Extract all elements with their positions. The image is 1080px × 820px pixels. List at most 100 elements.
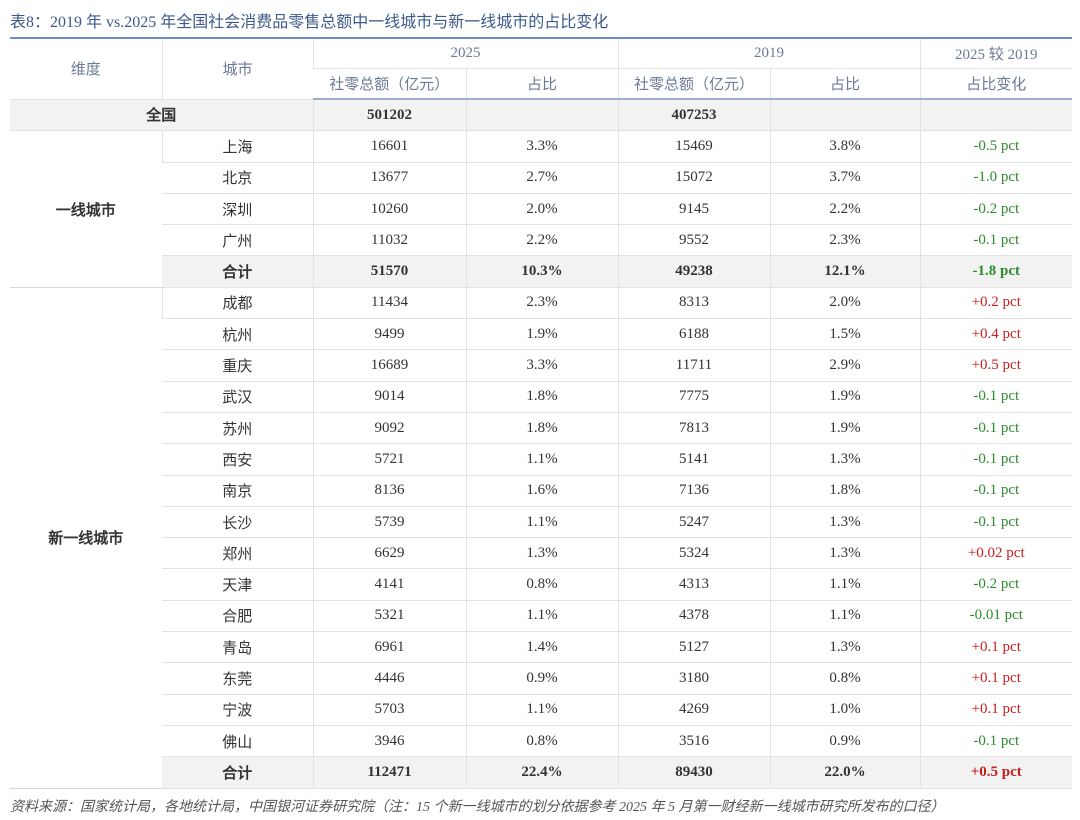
table-cell: 合计 xyxy=(162,756,313,789)
table-cell: 2.3% xyxy=(769,224,920,257)
table-cell: 0.8% xyxy=(769,662,920,695)
table-cell: 49238 xyxy=(617,255,770,288)
table-cell: 苏州 xyxy=(162,412,313,445)
table-cell: 西安 xyxy=(162,443,313,476)
table-cell: +0.02 pct xyxy=(919,537,1072,570)
table-cell: 5703 xyxy=(312,694,466,726)
table-row: 武汉 9014 1.8% 7775 1.9% -0.1 pct xyxy=(10,381,1072,413)
table-cell: 15072 xyxy=(617,162,770,194)
table-cell: 南京 xyxy=(162,475,313,507)
table-cell: 1.9% xyxy=(769,381,920,413)
table-cell: -0.2 pct xyxy=(919,568,1072,601)
table-row: 维度 城市 2025 2019 2025 较 2019 xyxy=(10,38,1072,100)
table-row: 社零总额（亿元） 占比 社零总额（亿元） 占比 占比变化 xyxy=(10,68,1072,100)
table-cell: 16689 xyxy=(312,349,466,382)
table-cell: 2.2% xyxy=(769,193,920,226)
table-cell: 合计 xyxy=(162,255,313,288)
table-cell: 22.4% xyxy=(465,756,618,789)
table-cell: 11032 xyxy=(312,224,466,257)
table-row: 合计 51570 10.3% 49238 12.1% -1.8 pct xyxy=(10,255,1072,288)
table-cell: 2.2% xyxy=(465,224,618,257)
table-cell: 武汉 xyxy=(162,381,313,413)
table-cell: 天津 xyxy=(162,568,313,601)
table-cell: 6961 xyxy=(312,631,466,664)
table-cell: 12.1% xyxy=(769,255,920,288)
table-cell: +0.5 pct xyxy=(919,349,1072,382)
table-cell: 5721 xyxy=(312,443,466,476)
table-cell: 5324 xyxy=(617,537,770,570)
table-cell: 10.3% xyxy=(465,255,618,288)
table-row: 郑州 6629 1.3% 5324 1.3% +0.02 pct xyxy=(10,537,1072,570)
table-row: 苏州 9092 1.8% 7813 1.9% -0.1 pct xyxy=(10,412,1072,445)
table-cell: +0.1 pct xyxy=(919,631,1072,664)
table-row: 重庆 16689 3.3% 11711 2.9% +0.5 pct xyxy=(10,349,1072,382)
table-cell: 合肥 xyxy=(162,600,313,633)
table-cell: 长沙 xyxy=(162,506,313,539)
table-cell: 8313 xyxy=(617,287,770,320)
table-cell: 城市 xyxy=(161,38,313,100)
table-cell: 9499 xyxy=(312,318,466,351)
table-row: 一线城市 上海 16601 3.3% 15469 3.8% -0.5 pct xyxy=(10,130,1072,288)
table-cell: 1.8% xyxy=(465,412,618,445)
table-cell: 8136 xyxy=(312,475,466,507)
table-cell: 1.5% xyxy=(769,318,920,351)
table-cell: -0.2 pct xyxy=(919,193,1072,226)
table-row: 西安 5721 1.1% 5141 1.3% -0.1 pct xyxy=(10,443,1072,476)
table-cell: 3.8% xyxy=(769,130,920,163)
table-cell: 51570 xyxy=(312,255,466,288)
table-cell: 3.3% xyxy=(465,349,618,382)
table-cell: 1.8% xyxy=(769,475,920,507)
table-cell: 2025 xyxy=(312,38,618,69)
table-cell: 112471 xyxy=(312,756,466,789)
table-row: 广州 11032 2.2% 9552 2.3% -0.1 pct xyxy=(10,224,1072,257)
table-row: 青岛 6961 1.4% 5127 1.3% +0.1 pct xyxy=(10,631,1072,664)
table-row: 深圳 10260 2.0% 9145 2.2% -0.2 pct xyxy=(10,193,1072,226)
table-cell: 一线城市 xyxy=(10,130,162,288)
table-cell: 15469 xyxy=(617,130,770,163)
table-cell: 10260 xyxy=(312,193,466,226)
table-cell: 东莞 xyxy=(162,662,313,695)
table-cell: -0.1 pct xyxy=(919,725,1072,758)
table-cell: 郑州 xyxy=(162,537,313,570)
table-cell: 11434 xyxy=(312,287,466,320)
table-cell: 501202 xyxy=(312,99,466,132)
table-cell: -0.5 pct xyxy=(919,130,1072,163)
table-cell: 4269 xyxy=(617,694,770,726)
table-cell: 占比 xyxy=(465,68,618,100)
table-cell: 青岛 xyxy=(162,631,313,664)
table-row: 新一线城市 成都 11434 2.3% 8313 2.0% +0.2 pct xyxy=(10,287,1072,789)
table-row: 宁波 5703 1.1% 4269 1.0% +0.1 pct xyxy=(10,694,1072,726)
table-cell: 6629 xyxy=(312,537,466,570)
table-cell: 2.0% xyxy=(769,287,920,320)
table-cell: 维度 xyxy=(10,38,162,100)
table-row: 合计 112471 22.4% 89430 22.0% +0.5 pct xyxy=(10,756,1072,789)
table-cell: 1.1% xyxy=(769,600,920,633)
table-cell: 1.9% xyxy=(465,318,618,351)
table-cell: 4446 xyxy=(312,662,466,695)
table-cell: 重庆 xyxy=(162,349,313,382)
table-cell: 1.0% xyxy=(769,694,920,726)
table-cell: 1.1% xyxy=(465,600,618,633)
table-row: 合肥 5321 1.1% 4378 1.1% -0.01 pct xyxy=(10,600,1072,633)
table-cell: 0.8% xyxy=(465,568,618,601)
table-cell: 1.6% xyxy=(465,475,618,507)
table-cell: 4141 xyxy=(312,568,466,601)
data-table: 维度 城市 2025 2019 2025 较 2019 社零总额（亿元） 占比 社零总额（亿元… xyxy=(10,37,1072,789)
table-cell: 2.7% xyxy=(465,162,618,194)
table-row: 北京 13677 2.7% 15072 3.7% -1.0 pct xyxy=(10,162,1072,194)
table-cell: 深圳 xyxy=(162,193,313,226)
table-title: 表8：2019 年 vs.2025 年全国社会消费品零售总额中一线城市与新一线城… xyxy=(10,14,609,31)
table-cell: 社零总额（亿元） xyxy=(313,68,466,100)
table-cell: 占比 xyxy=(769,68,920,100)
table-cell: 3180 xyxy=(617,662,770,695)
table-cell: -0.1 pct xyxy=(919,443,1072,476)
table-cell: -0.1 pct xyxy=(919,224,1072,257)
table-cell: +0.1 pct xyxy=(919,662,1072,695)
table-cell: +0.4 pct xyxy=(919,318,1072,351)
table-cell: 占比变化 xyxy=(919,68,1072,100)
table-cell: 1.8% xyxy=(465,381,618,413)
table-cell: 407253 xyxy=(617,99,770,132)
table-cell: 1.1% xyxy=(465,694,618,726)
table-cell: 社零总额（亿元） xyxy=(617,68,770,100)
